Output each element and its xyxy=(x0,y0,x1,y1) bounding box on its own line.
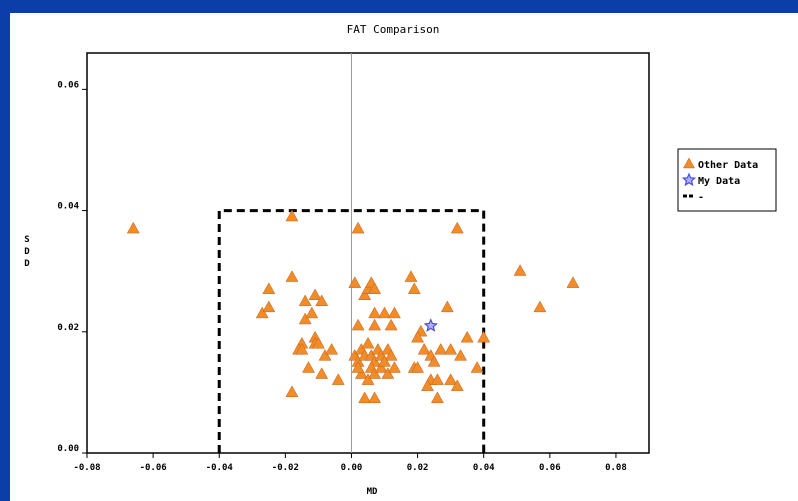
data-point-other xyxy=(285,209,299,222)
data-point-other xyxy=(407,282,421,294)
data-point-other xyxy=(354,367,368,379)
legend-entry-label: Other Data xyxy=(698,160,758,171)
data-point-other xyxy=(454,349,467,361)
data-point-other xyxy=(450,379,464,391)
data-point-other xyxy=(262,282,276,294)
data-point-other xyxy=(566,276,580,288)
chart-title: FAT Comparison xyxy=(347,23,440,36)
x-tick-label: -0.06 xyxy=(140,463,167,473)
data-point-other xyxy=(411,330,425,343)
data-point-other xyxy=(351,361,365,373)
data-point-other xyxy=(513,264,527,276)
data-point-other xyxy=(477,330,491,343)
data-point-other xyxy=(430,373,444,385)
y-axis-label-letter: D xyxy=(24,259,30,269)
y-axis-label-letter: D xyxy=(24,247,30,257)
data-point-other xyxy=(368,306,382,319)
data-point-other xyxy=(430,391,444,404)
data-point-other xyxy=(388,306,401,319)
data-point-other xyxy=(368,282,382,294)
data-point-other xyxy=(470,361,484,373)
data-point-other xyxy=(460,330,474,343)
data-point-other xyxy=(318,349,332,361)
data-point-other xyxy=(434,342,448,355)
data-point-other xyxy=(298,312,312,325)
legend-entry-label: My Data xyxy=(698,176,740,187)
legend-box xyxy=(677,148,777,212)
x-tick-label: 0.04 xyxy=(473,463,495,473)
data-point-other xyxy=(450,221,464,234)
data-point-other xyxy=(302,361,315,373)
data-point-other xyxy=(285,270,299,282)
plot-area xyxy=(86,52,650,454)
chart-frame: -0.08 -0.06 -0.04 -0.02 0.00 0.02 0.04 0.06 0.08… xyxy=(10,13,798,501)
data-point-other xyxy=(358,391,372,404)
data-point-other xyxy=(358,288,372,300)
scatter-chart: -0.08 -0.06 -0.04 -0.02 0.00 0.02 0.04 0.06 0.08… xyxy=(24,23,777,497)
data-point-other xyxy=(444,342,458,355)
data-point-other xyxy=(325,342,339,355)
data-point-other xyxy=(388,361,401,373)
data-point-mine xyxy=(423,318,438,332)
legend: Other Data My Data - xyxy=(677,148,777,212)
data-point-other xyxy=(351,221,365,234)
data-point-other xyxy=(417,342,431,355)
x-tick-label: -0.04 xyxy=(206,463,234,473)
data-point-other xyxy=(262,300,276,313)
data-point-other xyxy=(440,300,454,313)
data-point-other xyxy=(444,373,458,385)
data-point-other xyxy=(404,270,418,282)
data-point-other xyxy=(311,336,325,349)
y-tick-label: 0.06 xyxy=(57,80,79,90)
data-point-other xyxy=(361,373,375,385)
data-point-other xyxy=(315,294,329,307)
x-tick-label: 0.06 xyxy=(539,463,561,473)
data-point-other xyxy=(384,349,398,361)
y-tick-label: 0.02 xyxy=(57,323,79,333)
x-tick-label: -0.08 xyxy=(73,463,100,473)
x-tick-label: 0.08 xyxy=(605,463,627,473)
y-axis-label-letter: S xyxy=(24,235,29,245)
data-point-other xyxy=(285,385,299,397)
data-point-mine xyxy=(681,172,697,187)
y-tick-label: 0.00 xyxy=(57,444,79,454)
data-point-other xyxy=(533,300,547,313)
legend-entry-label: - xyxy=(698,192,704,203)
data-point-other xyxy=(295,342,309,355)
x-tick-label: 0.00 xyxy=(341,463,363,473)
data-point-other xyxy=(361,336,375,349)
data-point-other xyxy=(315,367,329,379)
data-point-other xyxy=(255,306,269,319)
data-point-other xyxy=(411,361,425,373)
data-point-other xyxy=(368,318,382,331)
data-point-other xyxy=(308,288,322,300)
data-point-other xyxy=(378,306,391,319)
data-point-other xyxy=(381,367,395,379)
data-point-other xyxy=(683,157,695,169)
data-point-other xyxy=(351,318,365,331)
data-point-other xyxy=(374,361,388,373)
data-point-other xyxy=(126,221,140,234)
data-point-other xyxy=(384,318,398,331)
x-axis-label: MD xyxy=(367,487,378,497)
data-point-other xyxy=(331,373,345,385)
data-point-other xyxy=(378,355,391,367)
data-point-other xyxy=(421,379,434,391)
data-point-other xyxy=(348,276,362,288)
data-point-other xyxy=(298,294,312,307)
data-point-other xyxy=(368,391,382,404)
data-point-other xyxy=(305,306,319,319)
data-point-other xyxy=(427,355,441,367)
x-tick-label: 0.02 xyxy=(407,463,429,473)
x-tick-label: -0.02 xyxy=(272,463,299,473)
data-point-other xyxy=(368,367,382,379)
y-tick-label: 0.04 xyxy=(57,202,79,212)
